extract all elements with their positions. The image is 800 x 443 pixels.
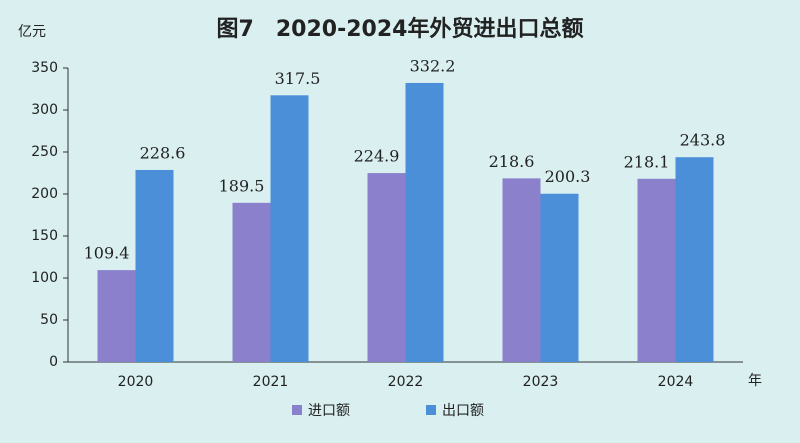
x-tick-label: 2024 (658, 374, 694, 390)
y-tick-label: 0 (49, 354, 58, 370)
y-tick-label: 300 (31, 102, 58, 118)
y-tick-label: 250 (31, 144, 58, 160)
bar (540, 193, 579, 362)
value-label: 109.4 (84, 244, 130, 263)
y-axis-label: 亿元 (18, 24, 46, 40)
legend-swatch (426, 405, 436, 415)
value-label: 218.1 (624, 152, 670, 171)
bar (637, 178, 676, 362)
value-label: 228.6 (140, 143, 186, 162)
x-tick-label: 2021 (253, 374, 289, 390)
legend-label: 进口额 (308, 403, 350, 419)
bar (675, 157, 714, 362)
legend-label: 出口额 (442, 403, 484, 419)
value-label: 189.5 (219, 176, 265, 195)
bar (367, 173, 406, 362)
bar (502, 178, 541, 362)
x-tick-label: 2020 (118, 374, 154, 390)
legend-swatch (292, 405, 302, 415)
bar (405, 82, 444, 363)
bar (135, 169, 174, 362)
y-tick-label: 350 (31, 60, 58, 76)
x-axis-label: 年 (748, 373, 762, 389)
chart-title: 图7 2020-2024年外贸进出口总额 (217, 16, 584, 42)
value-label: 317.5 (275, 69, 321, 88)
x-tick-label: 2023 (523, 374, 559, 390)
y-tick-label: 150 (31, 228, 58, 244)
value-label: 243.8 (680, 131, 726, 150)
bar (232, 202, 271, 362)
value-label: 200.3 (545, 167, 591, 186)
value-label: 218.6 (489, 152, 535, 171)
y-tick-label: 50 (40, 312, 58, 328)
bar (270, 95, 309, 363)
y-tick-label: 100 (31, 270, 58, 286)
x-tick-label: 2022 (388, 374, 424, 390)
bar (97, 270, 136, 362)
y-tick-label: 200 (31, 186, 58, 202)
value-label: 332.2 (410, 56, 456, 75)
value-label: 224.9 (354, 147, 400, 166)
